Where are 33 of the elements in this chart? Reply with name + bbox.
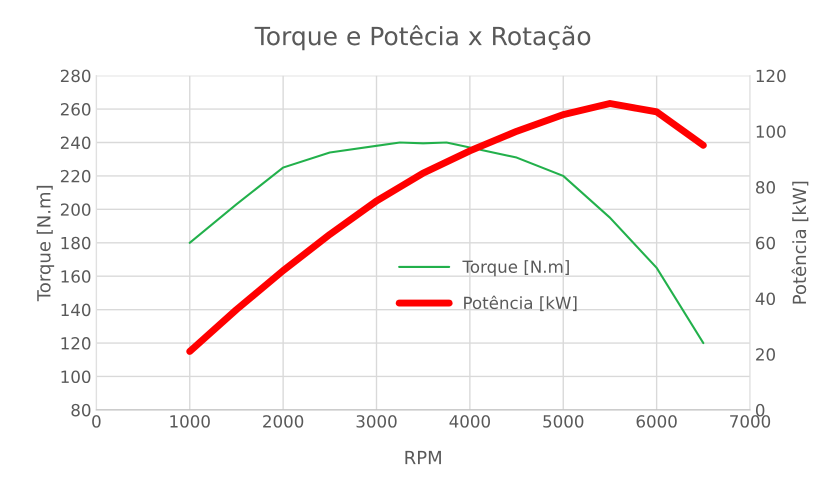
- y-tick-label: 260: [60, 103, 90, 116]
- y2-axis-title: Potência [kW]: [792, 182, 808, 304]
- x-tick-label: 4000: [449, 415, 490, 428]
- x-tick-label: 1000: [170, 415, 210, 428]
- y2-tick-label: 100: [756, 125, 786, 138]
- x-tick-label: 2000: [263, 415, 304, 428]
- y2-tick-label: 0: [756, 404, 764, 416]
- x-tick-label: 6000: [636, 415, 677, 428]
- x-tick-label: 3000: [356, 415, 397, 428]
- y-tick-label: 140: [62, 304, 90, 316]
- legend-label: Potência [kW]: [464, 296, 577, 312]
- y-axis-title: Torque [N.m]: [36, 186, 54, 302]
- y2-tick-label: 60: [756, 236, 775, 250]
- y-tick-label: 200: [60, 203, 90, 216]
- y-tick-label: 280: [60, 70, 90, 82]
- y2-tick-label: 120: [756, 70, 786, 82]
- x-tick-label: 5000: [543, 415, 584, 428]
- chart-title: Torque e Potêcia x Rotação: [254, 25, 590, 50]
- y2-tick-label: 80: [756, 181, 775, 194]
- y-tick-label: 160: [62, 270, 90, 283]
- y-tick-label: 100: [62, 370, 90, 384]
- y2-tick-label: 20: [756, 348, 775, 361]
- y-tick-label: 120: [62, 337, 90, 350]
- y-tick-label: 180: [62, 236, 90, 250]
- y-tick-label: 220: [60, 170, 90, 182]
- x-axis-title: RPM: [405, 450, 441, 464]
- y-tick-label: 80: [71, 404, 90, 416]
- y2-tick-label: 40: [756, 292, 775, 306]
- x-tick-label: 7000: [730, 415, 770, 428]
- y-tick-label: 240: [60, 136, 90, 150]
- x-tick-label: 0: [92, 415, 101, 428]
- line-series: [188, 141, 704, 344]
- legend-label: Torque [N.m]: [462, 260, 569, 276]
